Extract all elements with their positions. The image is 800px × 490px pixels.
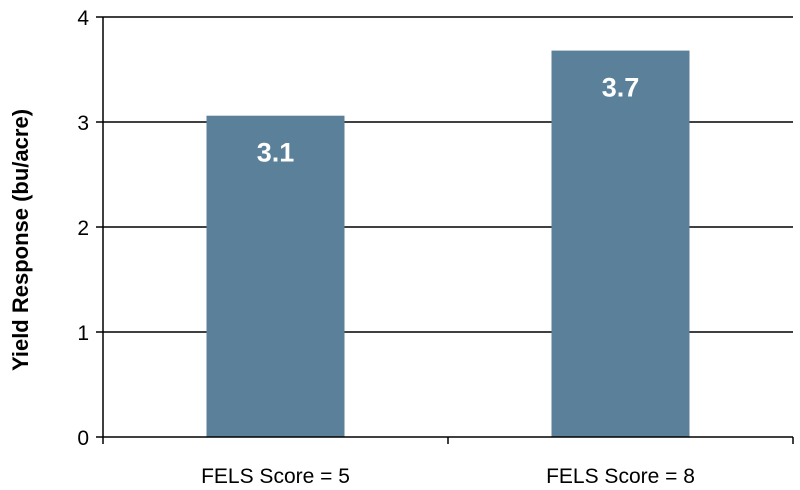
x-category-labels: FELS Score = 5 FELS Score = 8 [201, 465, 695, 488]
data-label: 3.7 [602, 73, 640, 103]
y-tick-label: 0 [77, 427, 89, 450]
bar [551, 50, 690, 437]
bar [206, 115, 345, 437]
x-category-label: FELS Score = 5 [201, 465, 350, 488]
y-axis-title: Yield Response (bu/acre) [8, 109, 33, 371]
data-labels: 3.1 3.7 [257, 73, 640, 168]
y-tick-label: 3 [77, 112, 89, 135]
y-tick-label: 4 [77, 7, 89, 30]
y-tick-label: 1 [77, 322, 89, 345]
data-label: 3.1 [257, 138, 295, 168]
y-tick-label: 2 [77, 217, 89, 240]
axes [102, 17, 794, 444]
bars [206, 50, 690, 437]
y-tick-labels: 0 1 2 3 4 [77, 7, 89, 450]
x-category-label: FELS Score = 8 [546, 465, 695, 488]
